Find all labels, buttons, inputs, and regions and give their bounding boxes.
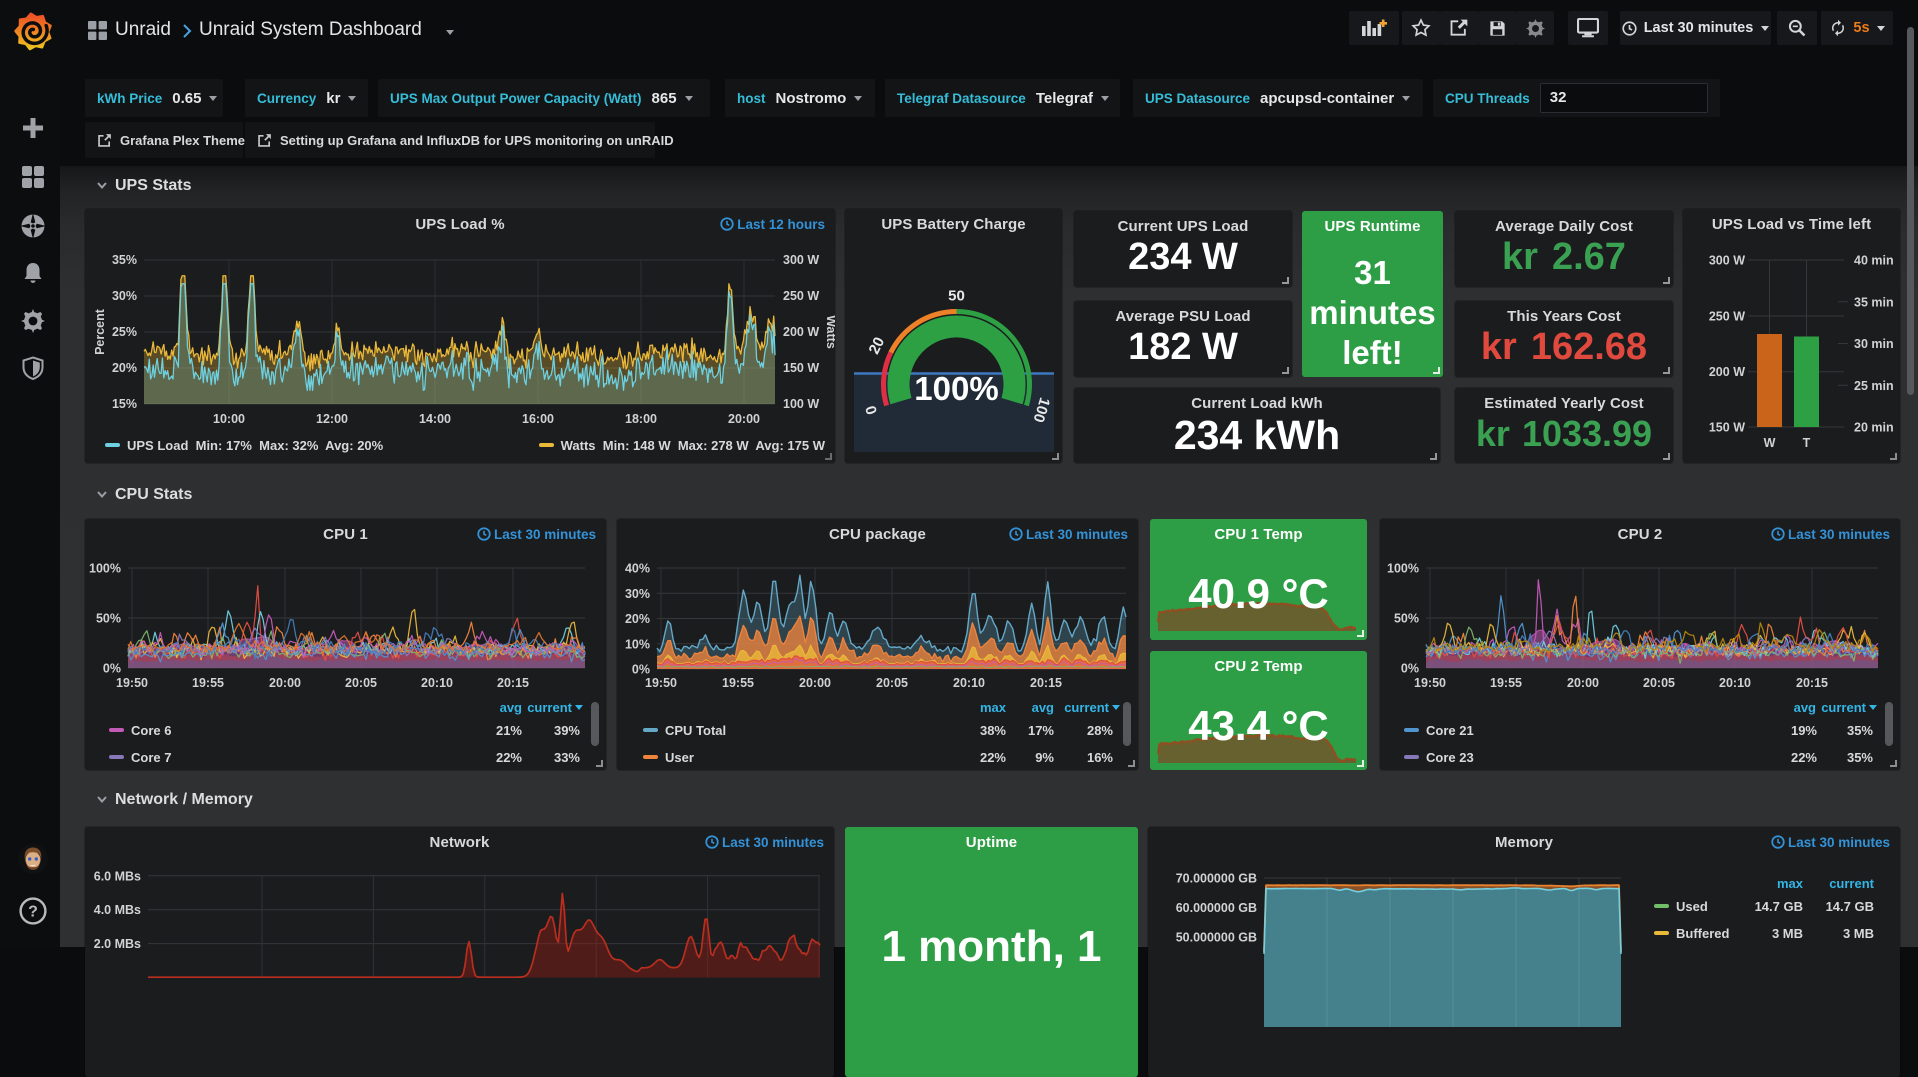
svg-text:100: 100 — [1030, 396, 1054, 425]
svg-text:40%: 40% — [625, 562, 650, 576]
svg-text:20:15: 20:15 — [1030, 676, 1062, 690]
svg-text:?: ? — [28, 904, 38, 921]
svg-text:10:00: 10:00 — [213, 412, 245, 426]
svg-text:20:10: 20:10 — [953, 676, 985, 690]
svg-text:0%: 0% — [103, 662, 121, 676]
svg-text:20 min: 20 min — [1854, 421, 1894, 435]
svg-text:35%: 35% — [112, 253, 137, 267]
svg-text:150 W: 150 W — [1709, 421, 1745, 435]
svg-text:50%: 50% — [96, 612, 121, 626]
svg-text:Percent: Percent — [93, 308, 107, 355]
svg-text:70.000000 GB: 70.000000 GB — [1176, 872, 1257, 886]
svg-text:25%: 25% — [112, 325, 137, 339]
svg-text:20:15: 20:15 — [497, 676, 529, 690]
svg-text:30 min: 30 min — [1854, 337, 1894, 351]
svg-text:19:55: 19:55 — [722, 676, 754, 690]
svg-text:20: 20 — [866, 335, 889, 357]
svg-text:12:00: 12:00 — [316, 412, 348, 426]
svg-text:200 W: 200 W — [783, 325, 819, 339]
svg-text:T: T — [1803, 436, 1811, 450]
svg-text:300 W: 300 W — [783, 253, 819, 267]
svg-text:W: W — [1764, 436, 1776, 450]
svg-text:20%: 20% — [625, 612, 650, 626]
svg-text:100 W: 100 W — [783, 397, 819, 411]
svg-text:20:10: 20:10 — [1719, 676, 1751, 690]
svg-text:200 W: 200 W — [1709, 365, 1745, 379]
svg-text:250 W: 250 W — [783, 289, 819, 303]
svg-text:0%: 0% — [632, 663, 650, 677]
svg-text:60.000000 GB: 60.000000 GB — [1176, 901, 1257, 915]
svg-text:30%: 30% — [112, 289, 137, 303]
svg-text:16:00: 16:00 — [522, 412, 554, 426]
svg-text:20:15: 20:15 — [1796, 676, 1828, 690]
svg-text:50: 50 — [948, 287, 965, 304]
svg-text:100%: 100% — [89, 562, 121, 576]
svg-text:20:00: 20:00 — [728, 412, 760, 426]
svg-text:50.000000 GB: 50.000000 GB — [1176, 931, 1257, 945]
svg-text:Watts: Watts — [824, 315, 835, 349]
svg-text:0%: 0% — [1401, 662, 1419, 676]
svg-text:20:10: 20:10 — [421, 676, 453, 690]
svg-text:300 W: 300 W — [1709, 254, 1745, 268]
svg-text:19:50: 19:50 — [645, 676, 677, 690]
svg-text:100%: 100% — [1387, 562, 1419, 576]
svg-text:25 min: 25 min — [1854, 379, 1894, 393]
svg-text:14:00: 14:00 — [419, 412, 451, 426]
svg-text:20:05: 20:05 — [1643, 676, 1675, 690]
svg-text:18:00: 18:00 — [625, 412, 657, 426]
svg-text:6.0 MBs: 6.0 MBs — [94, 869, 141, 883]
svg-text:20%: 20% — [112, 361, 137, 375]
svg-text:19:55: 19:55 — [1490, 676, 1522, 690]
svg-text:250 W: 250 W — [1709, 310, 1745, 324]
svg-text:50%: 50% — [1394, 612, 1419, 626]
svg-text:150 W: 150 W — [783, 361, 819, 375]
svg-text:20:00: 20:00 — [269, 676, 301, 690]
svg-text:40 min: 40 min — [1854, 254, 1894, 268]
svg-text:19:55: 19:55 — [192, 676, 224, 690]
svg-text:19:50: 19:50 — [116, 676, 148, 690]
svg-text:30%: 30% — [625, 587, 650, 601]
svg-text:20:00: 20:00 — [799, 676, 831, 690]
svg-text:100%: 100% — [914, 370, 998, 407]
svg-text:15%: 15% — [112, 397, 137, 411]
svg-text:35 min: 35 min — [1854, 295, 1894, 309]
svg-text:20:00: 20:00 — [1567, 676, 1599, 690]
svg-text:10%: 10% — [625, 637, 650, 651]
svg-text:19:50: 19:50 — [1414, 676, 1446, 690]
svg-text:2.0 MBs: 2.0 MBs — [94, 937, 141, 951]
svg-text:20:05: 20:05 — [876, 676, 908, 690]
svg-text:20:05: 20:05 — [345, 676, 377, 690]
svg-text:4.0 MBs: 4.0 MBs — [94, 903, 141, 917]
